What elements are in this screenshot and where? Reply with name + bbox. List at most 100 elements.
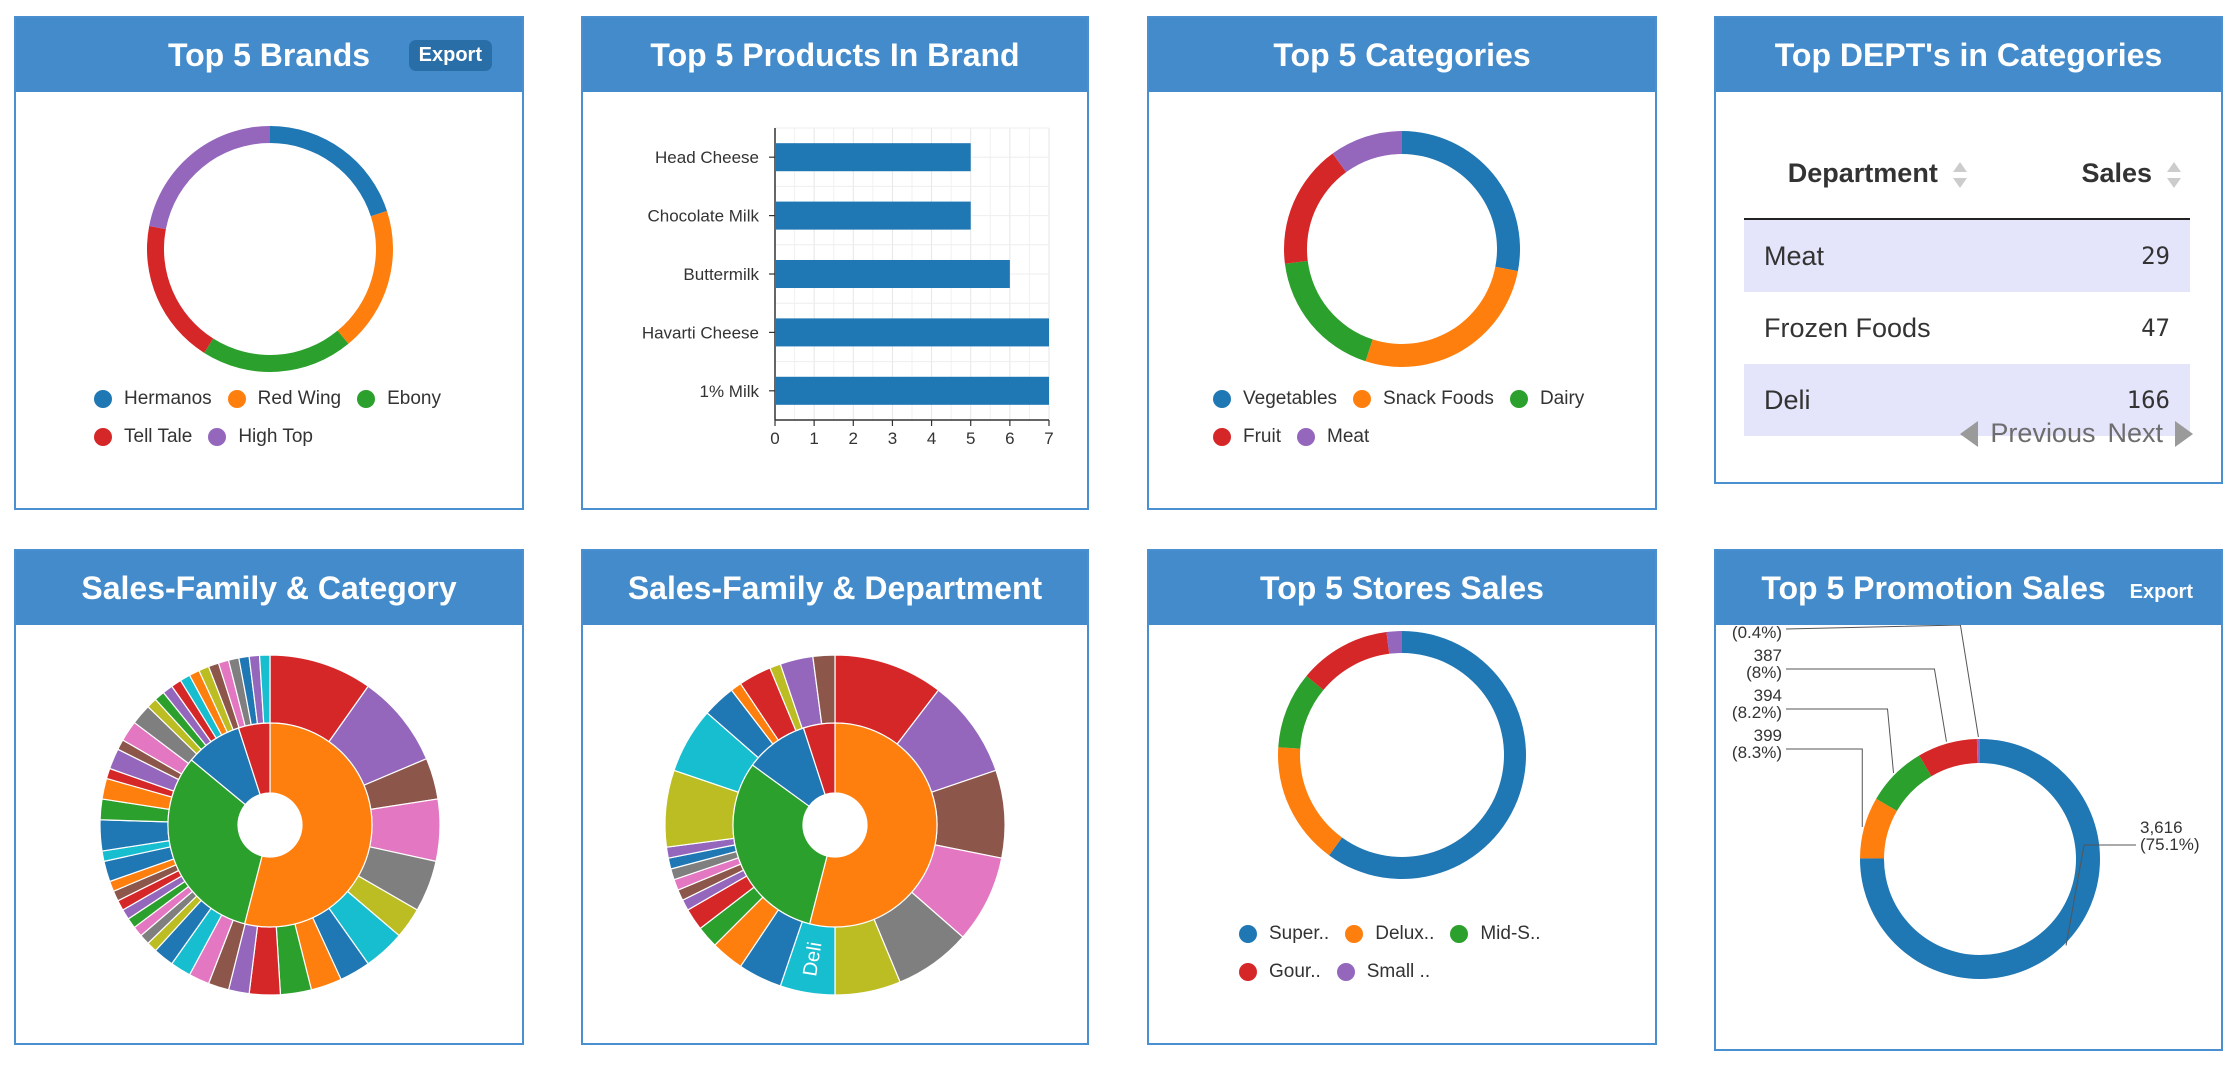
sales-column-header[interactable]: Sales	[2011, 130, 2190, 220]
label-leader-line	[2065, 844, 2136, 946]
brands-slice-1[interactable]	[337, 210, 393, 344]
categories-slice-4[interactable]	[1332, 131, 1402, 173]
categories-slice-1[interactable]	[1365, 266, 1518, 367]
legend-dot-icon	[1239, 963, 1257, 981]
categories-slice-3[interactable]	[1284, 153, 1347, 264]
promotions-slice-1[interactable]	[1860, 798, 1897, 859]
bar[interactable]	[776, 201, 971, 230]
brands-legend-item[interactable]: Red Wing	[227, 388, 341, 410]
sales-cell: 47	[2141, 314, 2170, 342]
categories-slice-2[interactable]	[1284, 260, 1373, 362]
stores-slice-2[interactable]	[1278, 675, 1324, 749]
categories-panel-header: Top 5 Categories	[1149, 18, 1655, 92]
categories-legend-item[interactable]: Vegetables	[1213, 388, 1337, 410]
legend-label: High Top	[238, 426, 313, 447]
legend-label: Snack Foods	[1383, 388, 1494, 409]
sort-icon	[2167, 161, 2181, 188]
bar[interactable]	[776, 143, 971, 172]
brands-export-button[interactable]: Export	[408, 40, 492, 71]
stores-legend-item[interactable]: Mid-S..	[1450, 923, 1541, 945]
legend-dot-icon	[1297, 428, 1315, 446]
bar[interactable]	[776, 376, 1049, 405]
next-button[interactable]: Next	[2107, 418, 2163, 448]
legend-dot-icon	[94, 390, 112, 408]
brands-donut-chart	[147, 126, 393, 372]
stores-legend-item[interactable]: Delux..	[1345, 923, 1434, 945]
bar[interactable]	[776, 259, 1010, 289]
family-department-inner-slice-0[interactable]	[808, 722, 938, 928]
legend-label: Gour..	[1269, 961, 1321, 982]
family-category-inner-slice-0[interactable]	[243, 722, 373, 928]
stores-slice-3[interactable]	[1306, 631, 1390, 690]
brands-slice-0[interactable]	[270, 126, 387, 217]
legend-dot-icon	[1213, 428, 1231, 446]
categories-legend-item[interactable]: Fruit	[1213, 426, 1281, 448]
stores-legend-item[interactable]: Small ..	[1336, 961, 1430, 983]
categories-legend-item[interactable]: Dairy	[1509, 388, 1584, 410]
brands-slice-4[interactable]	[149, 126, 270, 230]
label-leader-line	[1786, 668, 1947, 742]
table-row[interactable]: Frozen Foods 47	[1744, 292, 2190, 364]
promotions-slice-3[interactable]	[1919, 739, 1978, 777]
legend-dot-icon	[227, 390, 246, 408]
stores-slice-1[interactable]	[1278, 747, 1343, 856]
family-department-panel: Sales-Family & Department Deli	[581, 549, 1089, 1045]
family-department-inner-slice-3[interactable]	[802, 722, 836, 796]
bar[interactable]	[776, 318, 1049, 347]
legend-dot-icon	[1509, 390, 1528, 408]
legend-label: Ebony	[387, 388, 441, 409]
brands-legend-item[interactable]: Hermanos	[94, 388, 212, 410]
brands-slice-2[interactable]	[204, 330, 349, 372]
label-leader-line	[1786, 708, 1895, 774]
stores-legend-item[interactable]: Gour..	[1239, 961, 1321, 983]
legend-dot-icon	[1239, 925, 1257, 943]
next-arrow-icon[interactable]	[2175, 420, 2193, 447]
previous-arrow-icon[interactable]	[1960, 420, 1979, 447]
legend-dot-icon	[1336, 963, 1355, 981]
dept-cell: Meat	[1764, 240, 1825, 271]
brands-panel-header: Top 5 Brands Export	[16, 18, 522, 92]
family-category-panel-header: Sales-Family & Category	[16, 551, 522, 625]
legend-dot-icon	[1450, 925, 1469, 943]
brands-legend-item[interactable]: High Top	[208, 426, 313, 448]
promotions-panel-header: Top 5 Promotion Sales Export	[1716, 551, 2221, 625]
family-department-sunburst: Deli	[664, 654, 1006, 996]
brands-legend-item[interactable]: Ebony	[357, 388, 441, 410]
promotions-panel: Top 5 Promotion Sales Export 3,616 (75.1%…	[1714, 549, 2223, 1051]
promotions-slice-4[interactable]	[1976, 739, 1980, 764]
legend-label: Meat	[1327, 426, 1370, 447]
categories-donut-chart	[1284, 131, 1520, 367]
family-category-inner-slice-1[interactable]	[167, 759, 263, 925]
products-panel-header: Top 5 Products In Brand	[583, 18, 1087, 92]
family-department-panel-title: Sales-Family & Department	[627, 569, 1043, 606]
label-leader-line	[1785, 625, 1979, 738]
stores-slice-4[interactable]	[1386, 631, 1402, 654]
percent-label: (75.1%)	[2140, 835, 2200, 854]
sort-icon	[1952, 161, 1967, 188]
table-row[interactable]: Meat 29	[1744, 219, 2190, 292]
previous-button[interactable]: Previous	[1990, 418, 2096, 448]
stores-legend-item[interactable]: Super..	[1239, 923, 1329, 945]
family-category-inner-slice-3[interactable]	[237, 722, 271, 796]
legend-dot-icon	[357, 390, 376, 408]
brands-slice-3[interactable]	[147, 225, 214, 353]
categories-slice-0[interactable]	[1402, 131, 1520, 272]
family-department-inner-slice-1[interactable]	[732, 764, 828, 925]
value-label: 394	[1754, 686, 1782, 705]
depts-panel-header: Top DEPT's in Categories	[1716, 18, 2221, 92]
stores-donut-chart	[1278, 631, 1526, 879]
y-tick-label: Chocolate Milk	[648, 207, 760, 226]
x-tick-label: 0	[770, 429, 779, 448]
percent-label: (8.3%)	[1732, 743, 1782, 762]
categories-legend-item[interactable]: Snack Foods	[1353, 388, 1494, 410]
brands-legend-item[interactable]: Tell Tale	[94, 426, 192, 448]
categories-legend-item[interactable]: Meat	[1297, 426, 1369, 448]
legend-label: Delux..	[1375, 923, 1435, 944]
dept-column-header[interactable]: Department	[1744, 130, 2012, 220]
x-tick-label: 5	[966, 429, 975, 448]
promotions-export-button[interactable]: Export	[2129, 581, 2193, 603]
percent-label: (0.4%)	[1732, 625, 1782, 642]
depts-panel-title: Top DEPT's in Categories	[1774, 36, 2163, 73]
stores-slice-0[interactable]	[1329, 631, 1526, 879]
promotions-slice-2[interactable]	[1876, 755, 1932, 811]
